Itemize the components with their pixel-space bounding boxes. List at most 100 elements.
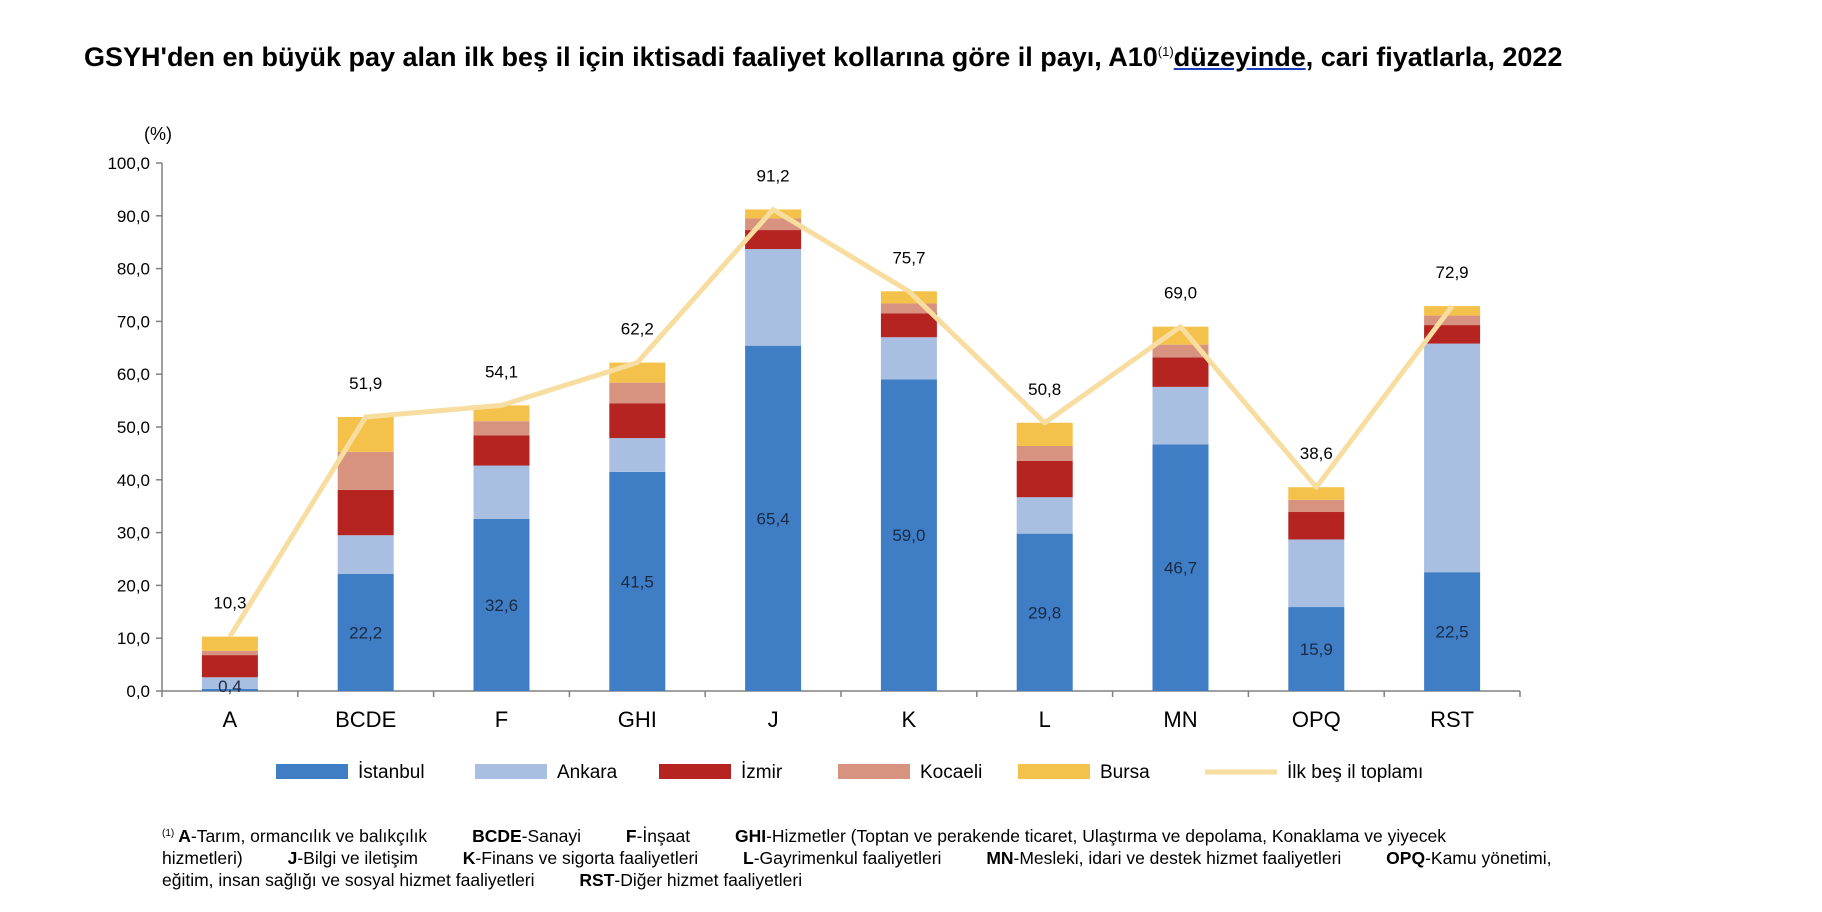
title-text-end: , cari fiyatlarla, 2022: [1305, 42, 1563, 72]
footnote-text: -İnşaat: [636, 826, 691, 846]
y-tick-label: 40,0: [117, 471, 150, 490]
footnote-text: -Gayrimenkul faaliyetleri: [753, 848, 942, 868]
x-tick-label: MN: [1163, 707, 1197, 732]
y-tick-label: 30,0: [117, 524, 150, 543]
total-data-label: 91,2: [757, 166, 790, 185]
bar-segment: [745, 218, 802, 231]
bar-segment: [609, 382, 666, 404]
x-tick-label: RST: [1430, 707, 1474, 732]
bar-segment: [473, 421, 530, 436]
footnote-code: OPQ: [1386, 848, 1426, 868]
legend: İstanbul Ankara İzmir Kocaeli Bursa İlk beş i…: [276, 762, 1423, 783]
legend-swatch: [1018, 764, 1090, 779]
bars: [201, 209, 1481, 691]
title-underlined-text: düzeyinde: [1173, 42, 1306, 72]
istanbul-data-label: 41,5: [621, 572, 654, 591]
bar-segment: [201, 688, 258, 691]
bar-segment: [1288, 607, 1345, 691]
istanbul-data-label: 32,6: [485, 596, 518, 615]
footnote-text: -Diğer hizmet faaliyetleri: [614, 870, 803, 890]
bar-segment: [745, 209, 802, 219]
bar-segment: [1152, 344, 1209, 358]
bar-segment: [201, 650, 258, 656]
footnote-text: -Hizmetler (Toptan ve perakende ticaret,…: [162, 826, 1446, 868]
bar-segment: [609, 403, 666, 439]
istanbul-data-label: 22,5: [1436, 623, 1469, 642]
istanbul-data-label: 15,9: [1300, 640, 1333, 659]
bar-segment: [337, 535, 394, 574]
footnote-code: MN: [986, 848, 1014, 868]
footnote-text: -Tarım, ormancılık ve balıkçılık: [190, 826, 428, 846]
x-tick-label: A: [223, 707, 238, 732]
bar-segment: [201, 677, 258, 689]
footnote-code: F: [625, 826, 637, 846]
chart-title: GSYH'den en büyük pay alan ilk beş il iç…: [84, 34, 1784, 75]
bar-segment: [1424, 325, 1481, 344]
footnote-item: MN-Mesleki, idari ve destek hizmet faali…: [986, 848, 1341, 868]
y-tick-label: 100,0: [107, 154, 150, 173]
title-text: GSYH'den en büyük pay alan ilk beş il iç…: [84, 42, 1158, 72]
bar-segment: [609, 471, 666, 691]
total-line: [227, 206, 1455, 638]
total-data-label: 75,7: [892, 248, 925, 267]
bar-segment: [745, 249, 802, 346]
bar-segment: [880, 313, 937, 338]
bar-segment: [337, 489, 394, 536]
y-tick-label: 50,0: [117, 418, 150, 437]
bar-segment: [1288, 487, 1345, 500]
y-tick-label: 90,0: [117, 207, 150, 226]
bar-segment: [880, 379, 937, 691]
y-unit-label: (%): [144, 124, 172, 144]
bar-segment: [1424, 306, 1481, 316]
bar-segment: [473, 435, 530, 466]
total-data-label: 51,9: [349, 374, 382, 393]
bar-segment: [337, 451, 394, 490]
bar-segment: [1016, 446, 1073, 461]
istanbul-data-label: 22,2: [349, 623, 382, 642]
bar-segment: [473, 465, 530, 519]
bar-segment: [880, 303, 937, 314]
legend-label: İstanbul: [358, 762, 425, 783]
x-tick-label: L: [1039, 707, 1051, 732]
bar-segment: [1016, 533, 1073, 691]
footnote-text: -Bilgi ve iletişim: [297, 848, 418, 868]
bar-segment: [1288, 512, 1345, 540]
total-data-label: 10,3: [213, 594, 246, 613]
legend-swatch: [838, 764, 910, 779]
bar-segment: [745, 230, 802, 250]
total-data-label: 72,9: [1436, 263, 1469, 282]
footnote: (1) A-Tarım, ormancılık ve balıkçılık BCD…: [162, 823, 1562, 891]
legend-label: İlk beş il toplamı: [1287, 762, 1423, 783]
total-data-label: 38,6: [1300, 444, 1333, 463]
legend-label: İzmir: [741, 762, 783, 783]
footnote-text: -Finans ve sigorta faaliyetleri: [475, 848, 699, 868]
x-tick-label: F: [495, 707, 508, 732]
footnote-item: RST-Diğer hizmet faaliyetleri: [579, 870, 802, 890]
footnote-code: K: [462, 848, 476, 868]
bar-segment: [1288, 539, 1345, 608]
total-data-label: 69,0: [1164, 284, 1197, 303]
footnote-code: GHI: [734, 826, 767, 846]
legend-label: Ankara: [557, 762, 618, 783]
bar-segment: [1424, 343, 1481, 573]
y-tick-label: 0,0: [126, 682, 150, 701]
footnote-code: L: [743, 848, 754, 868]
data-labels: 10,3 51,9 54,1 62,2 91,2 75,7 50,8 69,0 38,6 72,9…: [213, 166, 1468, 696]
bar-segment: [1016, 497, 1073, 534]
total-data-label: 62,2: [621, 320, 654, 339]
x-tick-label: GHI: [618, 707, 657, 732]
footnote-code: RST: [579, 870, 615, 890]
footnote-code: BCDE: [472, 826, 522, 846]
istanbul-data-label: 0,4: [218, 677, 242, 696]
istanbul-data-label: 59,0: [892, 526, 925, 545]
stacked-bar-chart: (%) 0,0 10,0 20,0 30,0 40,0 50,0 60,0 70,0 80,0 90…: [107, 124, 1521, 783]
bar-segment: [609, 362, 666, 383]
bar-segment: [1016, 460, 1073, 498]
footnote-code: J: [287, 848, 298, 868]
footnote-item: F-İnşaat: [626, 826, 690, 846]
x-tick-label: J: [768, 707, 779, 732]
y-tick-label: 60,0: [117, 365, 150, 384]
footnote-item: A-Tarım, ormancılık ve balıkçılık: [178, 826, 427, 846]
footnote-item: BCDE-Sanayi: [472, 826, 581, 846]
y-tick-label: 70,0: [117, 312, 150, 331]
